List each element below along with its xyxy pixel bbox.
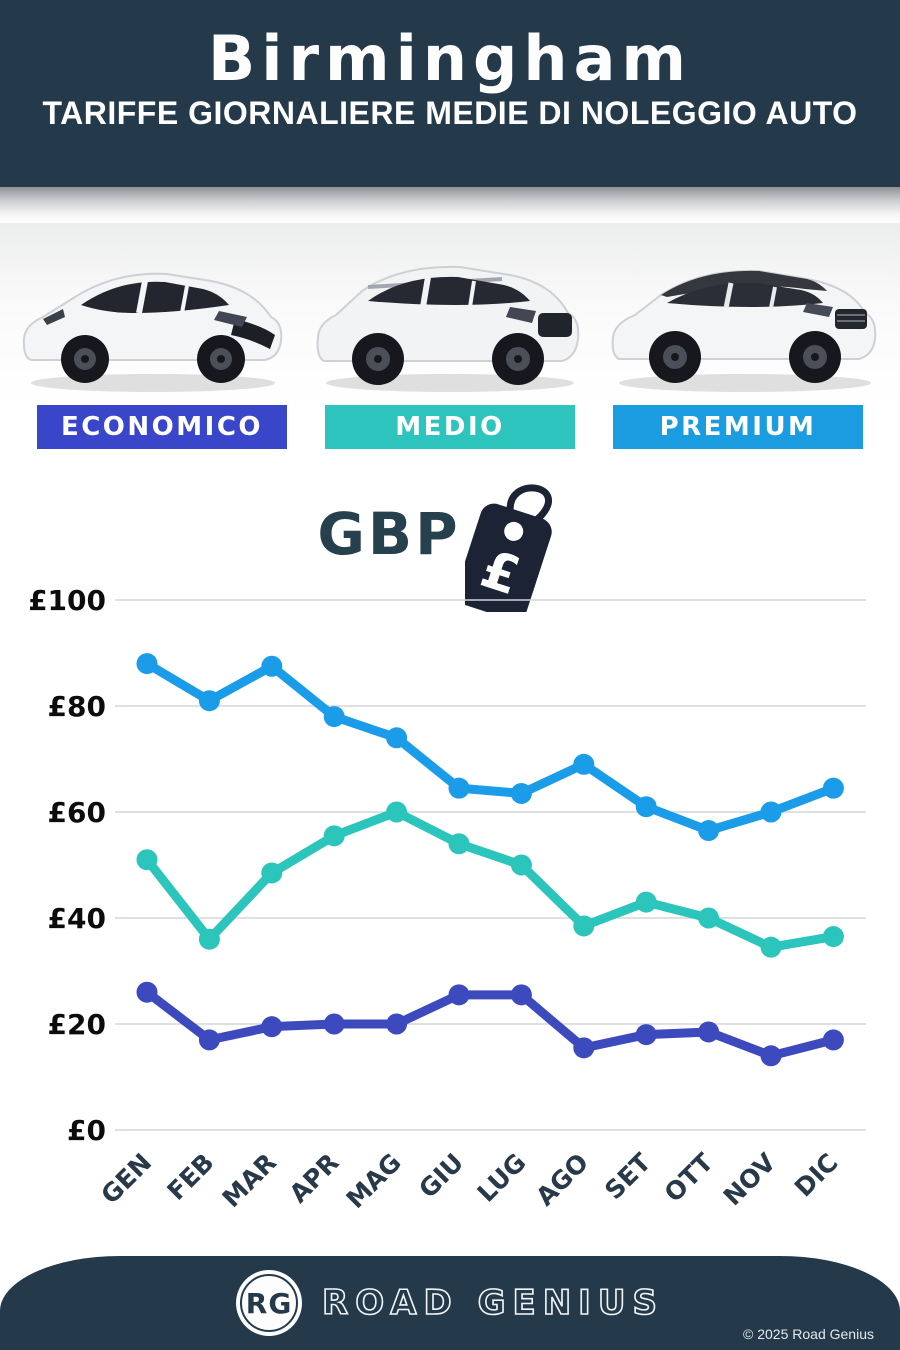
x-tick-label: FEB bbox=[162, 1148, 220, 1206]
data-point-medio-dic bbox=[822, 926, 844, 948]
category-bands: ECONOMICO MEDIO PREMIUM bbox=[0, 405, 900, 449]
header: Birmingham TARIFFE GIORNALIERE MEDIE DI … bbox=[0, 0, 900, 187]
footer: RG ROAD GENIUS © 2025 Road Genius bbox=[0, 1256, 900, 1350]
data-point-premium-mag bbox=[386, 727, 408, 749]
data-point-premium-apr bbox=[323, 706, 345, 728]
mid-car-image bbox=[316, 265, 580, 392]
data-point-economico-ott bbox=[698, 1021, 720, 1043]
data-point-premium-lug bbox=[510, 782, 532, 804]
data-point-economico-mar bbox=[261, 1016, 283, 1038]
x-tick-label: DIC bbox=[789, 1148, 844, 1203]
x-tick-label: SET bbox=[599, 1148, 656, 1205]
data-point-economico-ago bbox=[573, 1037, 595, 1059]
header-sheen-divider bbox=[0, 187, 900, 223]
category-band-medio: MEDIO bbox=[325, 405, 575, 449]
category-label-economico: ECONOMICO bbox=[60, 412, 264, 442]
data-point-economico-lug bbox=[510, 984, 532, 1006]
data-point-premium-gen bbox=[136, 653, 158, 675]
series-medio bbox=[136, 801, 844, 958]
data-point-medio-mag bbox=[386, 801, 408, 823]
data-point-economico-nov bbox=[760, 1045, 782, 1067]
series-economico bbox=[136, 981, 844, 1067]
y-tick-label: £0 bbox=[67, 1114, 106, 1147]
category-label-medio: MEDIO bbox=[395, 412, 505, 442]
copyright-text: © 2025 Road Genius bbox=[743, 1326, 874, 1342]
data-point-premium-set bbox=[635, 796, 657, 818]
data-point-premium-feb bbox=[198, 690, 220, 712]
car-images-row bbox=[0, 223, 900, 403]
series-premium bbox=[136, 653, 844, 842]
category-band-economico: ECONOMICO bbox=[37, 405, 287, 449]
page-title: Birmingham bbox=[207, 22, 693, 95]
data-point-economico-feb bbox=[198, 1029, 220, 1051]
page-subtitle: TARIFFE GIORNALIERE MEDIE DI NOLEGGIO AU… bbox=[42, 95, 858, 132]
data-point-medio-ott bbox=[698, 907, 720, 929]
y-tick-label: £40 bbox=[48, 902, 106, 935]
data-point-medio-ago bbox=[573, 915, 595, 937]
data-point-economico-dic bbox=[822, 1029, 844, 1051]
currency-label: GBP bbox=[317, 500, 461, 568]
price-tag-icon: £ bbox=[464, 484, 552, 612]
data-point-medio-lug bbox=[510, 854, 532, 876]
x-tick-label: AGO bbox=[530, 1148, 594, 1212]
x-tick-label: MAR bbox=[217, 1148, 282, 1213]
data-point-economico-mag bbox=[386, 1013, 408, 1035]
premium-car-image bbox=[611, 269, 877, 392]
data-point-premium-dic bbox=[822, 777, 844, 799]
y-tick-label: £100 bbox=[30, 584, 106, 617]
x-tick-label: GIU bbox=[413, 1148, 469, 1204]
gridlines-and-yticks: £0 £20 £40 £60 £80 £100 bbox=[28, 584, 866, 1147]
data-point-premium-giu bbox=[448, 777, 470, 799]
data-point-premium-ott bbox=[698, 820, 720, 842]
data-point-medio-giu bbox=[448, 833, 470, 855]
brand-logo-initials: RG bbox=[245, 1286, 293, 1320]
data-point-medio-mar bbox=[261, 862, 283, 884]
x-tick-label: LUG bbox=[472, 1148, 532, 1208]
category-band-premium: PREMIUM bbox=[613, 405, 863, 449]
data-point-medio-gen bbox=[136, 849, 158, 871]
data-point-premium-mar bbox=[261, 655, 283, 677]
brand-logo: RG bbox=[236, 1270, 303, 1336]
data-point-economico-set bbox=[635, 1024, 657, 1046]
x-tick-label: OTT bbox=[659, 1148, 719, 1208]
data-point-premium-nov bbox=[760, 801, 782, 823]
data-point-economico-gen bbox=[136, 981, 158, 1003]
x-tick-label: NOV bbox=[718, 1147, 782, 1211]
data-point-medio-apr bbox=[323, 825, 345, 847]
x-tick-label: GEN bbox=[95, 1148, 157, 1210]
data-point-economico-apr bbox=[323, 1013, 345, 1035]
data-point-economico-giu bbox=[448, 984, 470, 1006]
data-point-medio-feb bbox=[198, 928, 220, 950]
x-tick-label: APR bbox=[284, 1148, 345, 1209]
data-point-premium-ago bbox=[573, 753, 595, 775]
y-tick-label: £20 bbox=[48, 1008, 106, 1041]
category-label-premium: PREMIUM bbox=[659, 412, 817, 442]
data-point-medio-nov bbox=[760, 936, 782, 958]
y-tick-label: £80 bbox=[48, 690, 106, 723]
y-tick-label: £60 bbox=[48, 796, 106, 829]
x-tick-label: MAG bbox=[341, 1148, 407, 1214]
chart-area: £0 £20 £40 £60 £80 £100 GEN FEB MAR APR MAG GIU LUG A… bbox=[28, 555, 880, 1230]
brand-name: ROAD GENIUS bbox=[321, 1282, 664, 1324]
economy-car-image bbox=[22, 272, 283, 392]
data-point-medio-set bbox=[635, 891, 657, 913]
currency-callout: GBP £ bbox=[0, 462, 900, 612]
